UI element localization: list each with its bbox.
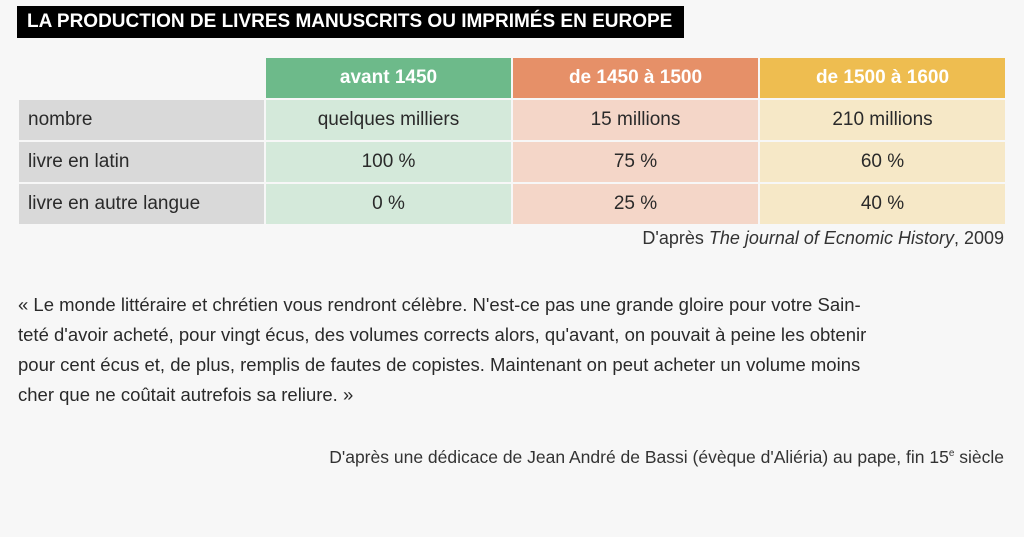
header-avant-1450: avant 1450 <box>266 58 511 98</box>
row-label: nombre <box>19 100 264 140</box>
table-cell: quelques milliers <box>266 100 511 140</box>
row-label: livre en latin <box>19 142 264 182</box>
quote-line: teté d'avoir acheté, pour vingt écus, de… <box>18 324 867 345</box>
table-source: D'après The journal of Ecnomic History, … <box>642 228 1004 248</box>
table-row: nombre quelques milliers 15 millions 210… <box>19 100 1005 140</box>
quote-line: pour cent écus et, de plus, remplis de f… <box>18 354 861 375</box>
production-table: avant 1450 de 1450 à 1500 de 1500 à 1600… <box>17 56 1007 226</box>
table-cell: 40 % <box>760 184 1005 224</box>
table-cell: 75 % <box>513 142 758 182</box>
row-label: livre en autre langue <box>19 184 264 224</box>
header-1500-1600: de 1500 à 1600 <box>760 58 1005 98</box>
table-header-row: avant 1450 de 1450 à 1500 de 1500 à 1600 <box>19 58 1005 98</box>
table-cell: 60 % <box>760 142 1005 182</box>
quote: « Le monde littéraire et chrétien vous r… <box>18 290 866 410</box>
quote-line: cher que ne coûtait autrefois sa reliure… <box>18 384 354 405</box>
quote-source: D'après une dédicace de Jean André de Ba… <box>329 447 1004 467</box>
table-row: livre en autre langue 0 % 25 % 40 % <box>19 184 1005 224</box>
page-title: LA PRODUCTION DE LIVRES MANUSCRITS OU IM… <box>17 6 685 38</box>
table-row: livre en latin 100 % 75 % 60 % <box>19 142 1005 182</box>
table-cell: 100 % <box>266 142 511 182</box>
table-cell: 15 millions <box>513 100 758 140</box>
table-cell: 210 millions <box>760 100 1005 140</box>
table-cell: 25 % <box>513 184 758 224</box>
header-1450-1500: de 1450 à 1500 <box>513 58 758 98</box>
quote-line: « Le monde littéraire et chrétien vous r… <box>18 294 861 315</box>
table-cell: 0 % <box>266 184 511 224</box>
